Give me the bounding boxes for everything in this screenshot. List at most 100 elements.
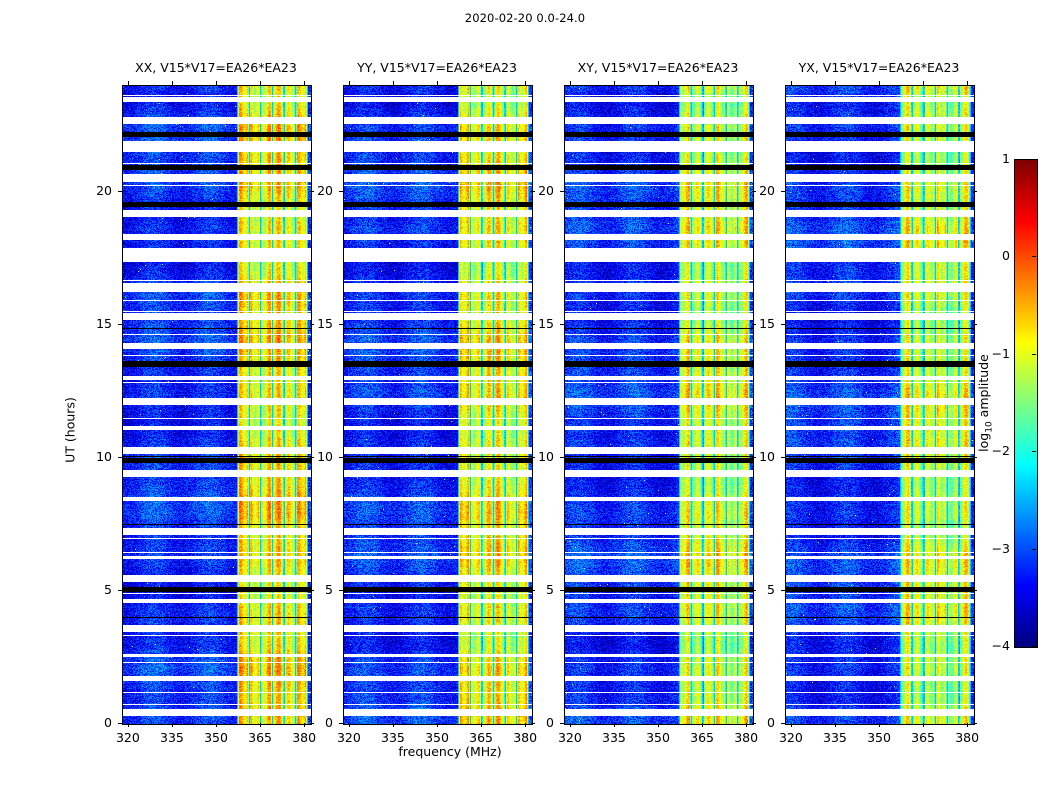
x-tick-mark-top [923,81,925,85]
y-tick-label: 0 [325,715,333,730]
y-tick-label: 5 [104,582,112,598]
x-tick-mark-top [790,81,792,85]
x-tick-label: 335 [602,730,626,745]
x-tick-mark [569,723,571,727]
y-tick-mark-right [310,324,314,326]
y-tick-label: 10 [317,449,333,465]
x-tick-mark-top [127,81,129,85]
x-tick-mark [127,723,129,727]
y-tick-mark [781,590,785,592]
x-tick-mark [171,723,173,727]
x-tick-label: 350 [646,730,670,745]
y-tick-mark-right [973,191,977,193]
colorbar-tick-label: −4 [991,638,1010,653]
y-tick-mark-right [310,590,314,592]
y-tick-mark [560,457,564,459]
y-tick-mark-right [973,457,977,459]
waterfall-panel-yx[interactable] [785,85,975,725]
panel-title-xx: XX, V15*V17=EA26*EA23 [135,60,297,75]
x-tick-mark [216,723,217,727]
colorbar-tick-label: −3 [991,540,1010,556]
x-tick-mark [923,723,925,727]
y-tick-mark-right [310,723,314,724]
x-tick-mark-top [260,81,262,85]
x-tick-mark-top [304,81,306,85]
y-tick-mark-right [531,191,535,193]
x-tick-label: 320 [778,730,803,745]
x-tick-label: 320 [336,730,361,745]
colorbar-tick-mark [1032,548,1036,550]
x-tick-mark [260,723,262,727]
waterfall-panel-yy[interactable] [343,85,533,725]
y-tick-label: 15 [538,316,554,332]
y-tick-label: 15 [96,316,112,332]
x-tick-label: 335 [381,730,405,745]
y-tick-label: 20 [538,183,554,199]
y-tick-mark [781,324,785,326]
x-tick-mark [658,723,659,727]
y-tick-mark [339,191,343,193]
x-tick-mark-top [746,81,748,85]
waterfall-panel-xy[interactable] [564,85,754,725]
y-tick-mark [339,723,343,724]
x-tick-mark-top [658,81,659,85]
x-tick-label: 350 [867,730,891,745]
y-tick-mark [118,191,122,193]
y-tick-mark [118,723,122,724]
colorbar-tick-label: 0 [1002,248,1010,264]
y-tick-mark-right [531,457,535,459]
y-tick-mark-right [973,723,977,724]
waterfall-panel-xx[interactable] [122,85,312,725]
x-tick-label: 365 [911,730,935,745]
x-tick-mark [790,723,792,727]
y-tick-mark [781,457,785,459]
y-tick-mark-right [973,590,977,592]
x-tick-label: 320 [115,730,140,745]
y-tick-label: 5 [546,582,554,598]
y-tick-label: 10 [759,449,775,465]
x-tick-mark-top [348,81,350,85]
y-tick-label: 20 [759,183,775,199]
y-tick-mark-right [752,457,756,459]
x-tick-label: 380 [513,730,538,745]
x-tick-mark-top [392,81,394,85]
x-tick-mark-top [569,81,571,85]
colorbar-tick-label: −1 [991,345,1010,361]
panel-title-yx: YX, V15*V17=EA26*EA23 [798,60,960,75]
x-tick-mark [348,723,350,727]
colorbar-tick-label: 1 [1002,151,1010,166]
y-tick-mark [118,590,122,592]
colorbar-label: log10 amplitude [976,354,995,452]
y-tick-label: 0 [546,715,554,730]
x-tick-mark [834,723,836,727]
x-tick-label: 365 [469,730,493,745]
colorbar [1014,159,1038,648]
colorbar-tick-mark [1032,451,1036,453]
x-tick-mark [437,723,438,727]
colorbar-label-tail: amplitude [975,354,991,422]
y-tick-mark [781,723,785,724]
y-axis-label: UT (hours) [62,397,78,463]
y-tick-mark-right [752,590,756,592]
y-tick-mark [560,324,564,326]
colorbar-tick-mark [1032,646,1036,647]
y-tick-label: 0 [104,715,112,730]
x-tick-mark-top [171,81,173,85]
y-tick-label: 15 [759,316,775,332]
y-tick-mark [560,723,564,724]
x-tick-mark-top [481,81,483,85]
y-tick-label: 5 [767,582,775,598]
y-tick-label: 20 [317,183,333,199]
colorbar-tick-mark [1032,256,1036,258]
y-tick-mark-right [752,723,756,724]
x-tick-mark-top [216,81,217,85]
y-tick-mark [339,457,343,459]
colorbar-tick-mark [1032,353,1036,355]
y-tick-mark [560,191,564,193]
y-tick-mark-right [531,723,535,724]
x-tick-mark [525,723,527,727]
y-tick-label: 10 [96,449,112,465]
x-tick-mark-top [613,81,615,85]
colorbar-tick-label: −2 [991,443,1010,459]
